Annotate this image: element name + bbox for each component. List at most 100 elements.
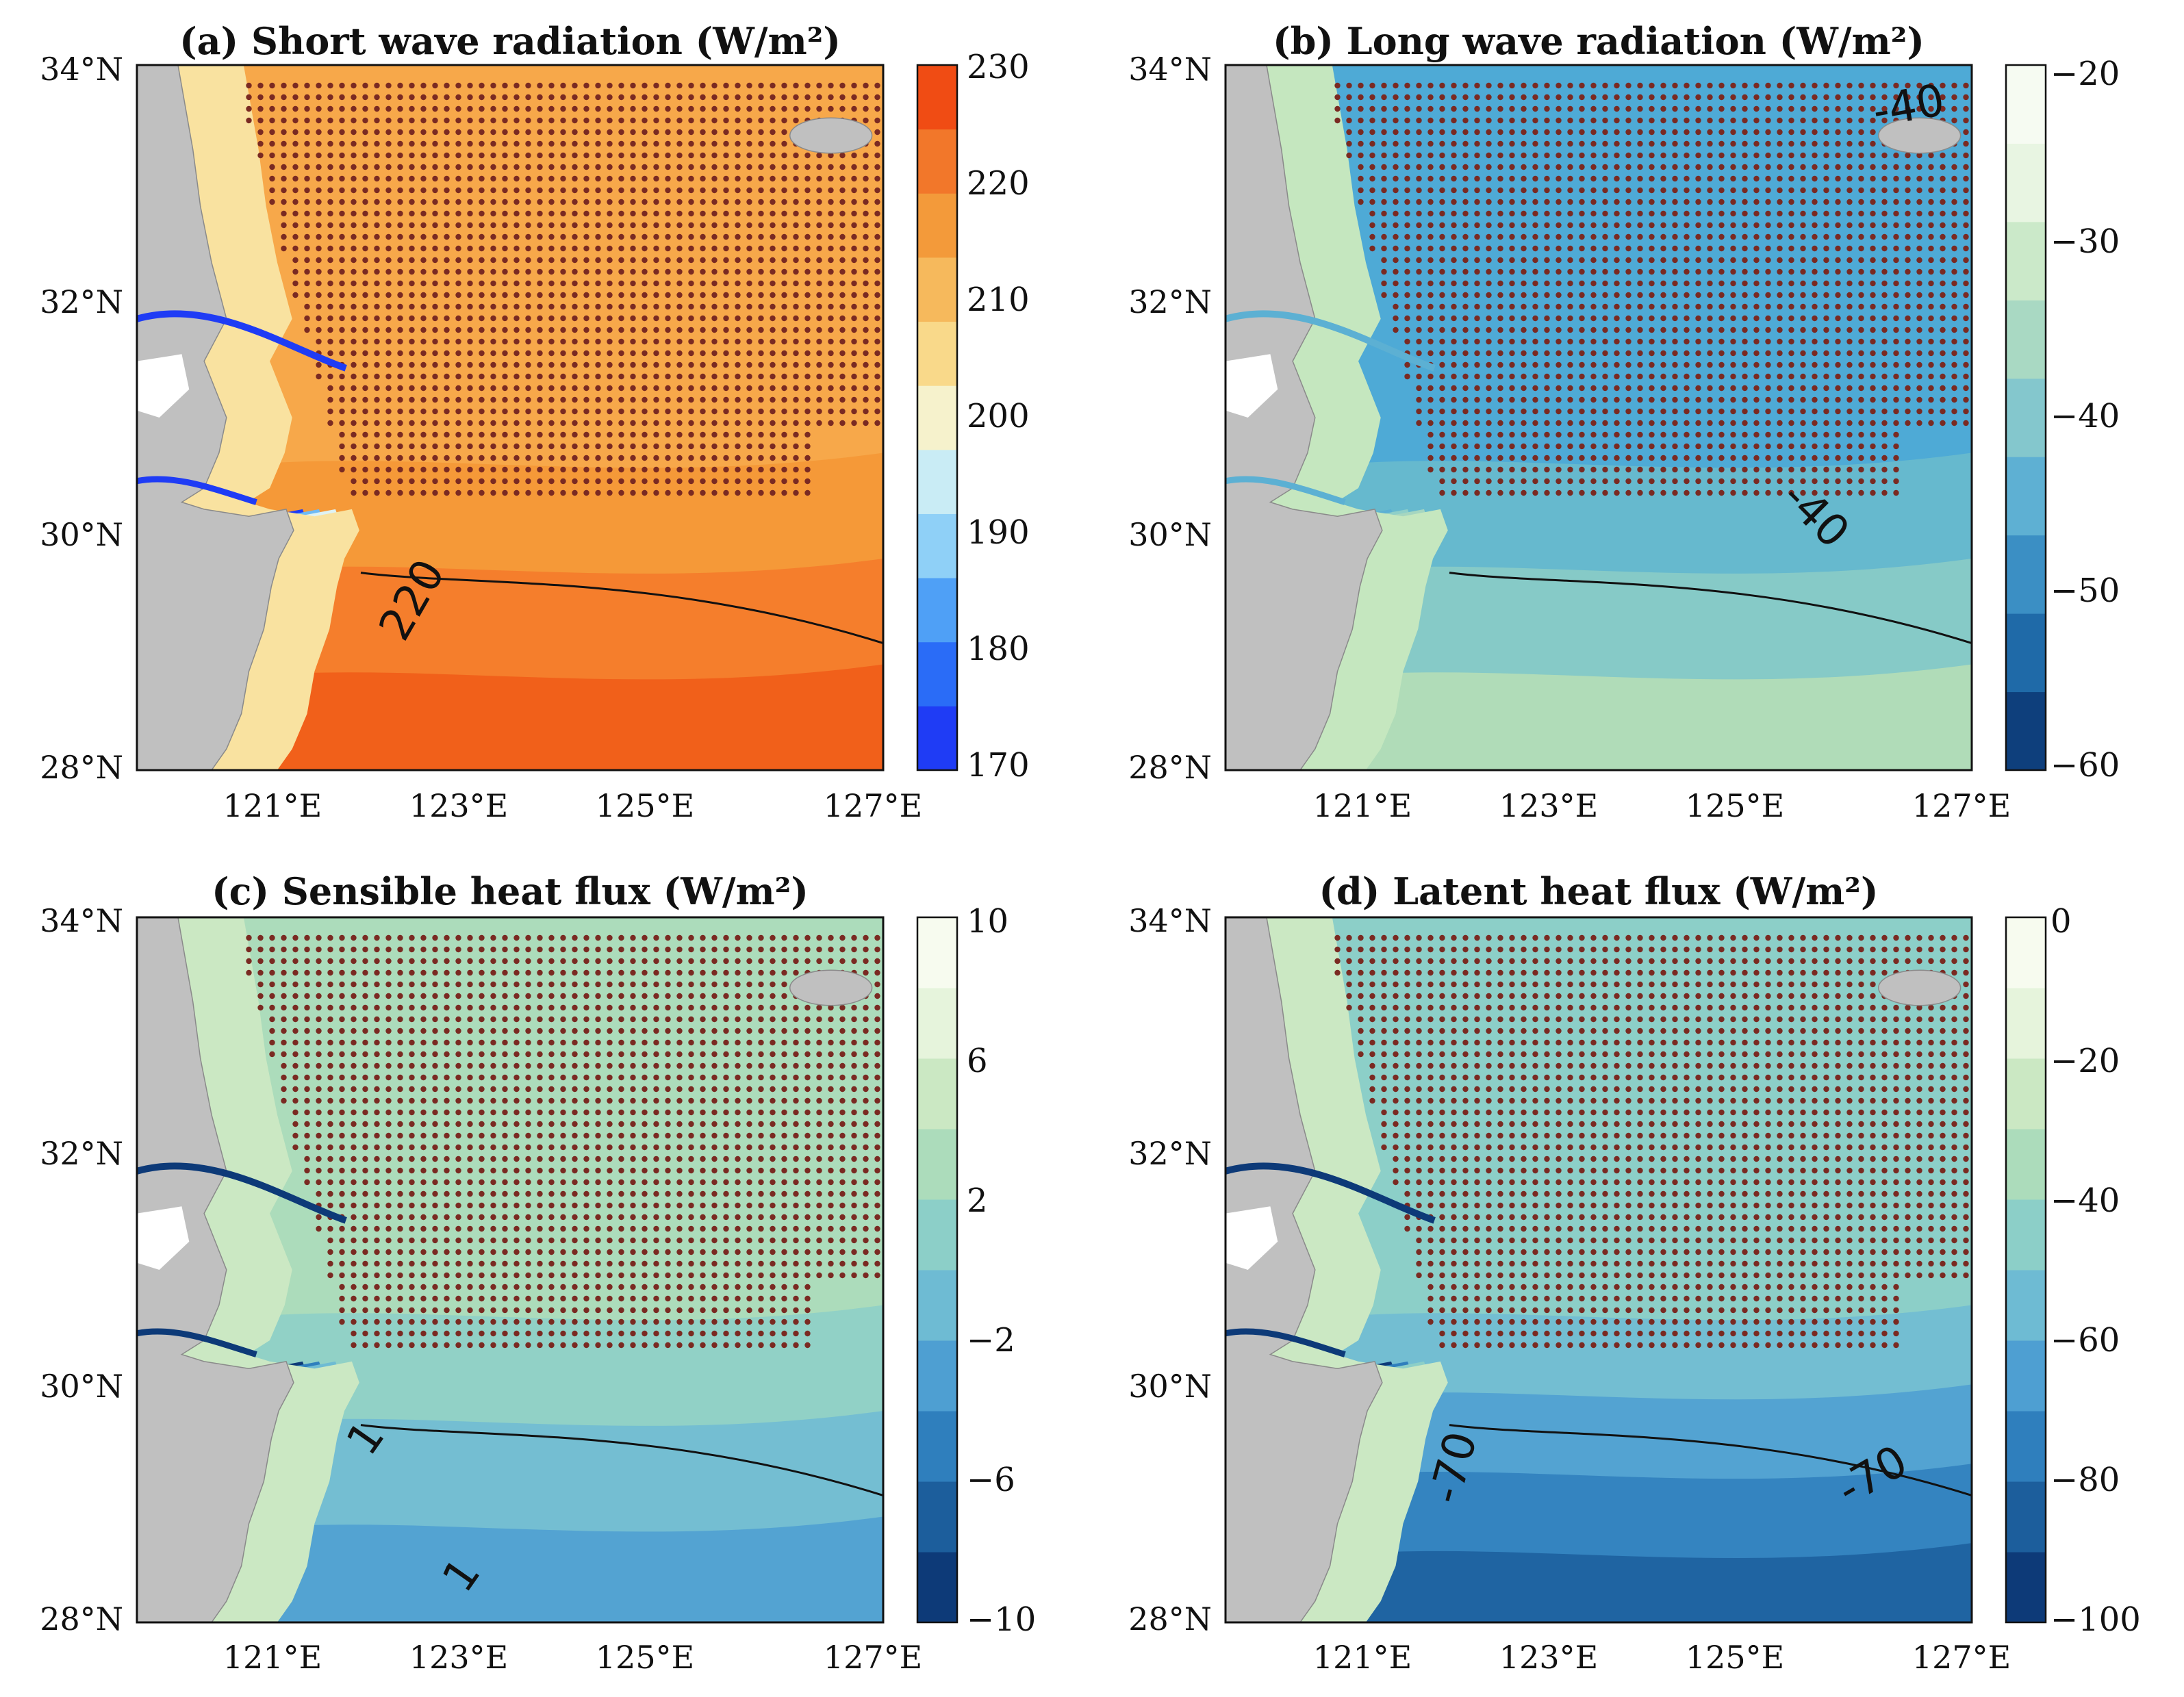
dot — [723, 140, 729, 147]
dot — [1742, 233, 1748, 240]
dot — [374, 478, 380, 485]
dot — [397, 1202, 403, 1209]
dot — [595, 1074, 601, 1081]
dot — [1544, 94, 1550, 101]
dot — [420, 385, 427, 392]
dot — [316, 140, 322, 147]
dot — [630, 199, 636, 205]
dot — [490, 105, 496, 112]
dot — [572, 396, 578, 403]
dot — [374, 466, 380, 473]
dot — [1660, 245, 1666, 252]
dot — [467, 420, 473, 426]
dot — [537, 164, 543, 170]
dot — [758, 1132, 764, 1139]
dot — [327, 958, 333, 965]
dot — [595, 1039, 601, 1046]
dot — [513, 199, 520, 205]
dot — [758, 187, 764, 194]
dot — [676, 946, 683, 953]
dot — [688, 385, 694, 392]
dot — [1707, 164, 1713, 170]
dot — [455, 1109, 461, 1116]
dot — [490, 1074, 496, 1081]
dot — [653, 129, 659, 136]
dot — [1823, 396, 1829, 403]
dot — [1916, 152, 1922, 159]
dot — [1544, 292, 1550, 298]
dot — [1614, 420, 1620, 426]
dot — [513, 187, 520, 194]
dot — [1521, 105, 1527, 112]
dot — [1509, 222, 1515, 229]
dot — [1556, 455, 1562, 461]
dot — [1835, 385, 1841, 392]
dot — [1451, 408, 1457, 415]
dot — [700, 105, 706, 112]
dot — [653, 140, 659, 147]
dot — [397, 1039, 403, 1046]
dot — [1858, 280, 1864, 287]
dot — [1893, 245, 1899, 252]
dot — [560, 443, 566, 450]
dot — [642, 140, 648, 147]
dot — [676, 1004, 683, 1011]
dot — [839, 327, 846, 333]
dot — [374, 420, 380, 426]
dot — [839, 257, 846, 264]
dot — [560, 1121, 566, 1127]
dot — [1602, 140, 1608, 147]
dot — [467, 117, 473, 124]
dot — [746, 420, 752, 426]
dot — [1718, 315, 1725, 322]
dot — [432, 373, 438, 380]
dot — [455, 443, 461, 450]
dot — [700, 1051, 706, 1058]
dot — [1497, 466, 1503, 473]
dot — [711, 1028, 718, 1034]
dot — [257, 993, 264, 999]
dot — [1509, 373, 1515, 380]
dot — [688, 1039, 694, 1046]
dot — [804, 1062, 811, 1069]
dot — [537, 1062, 543, 1069]
dot — [351, 361, 357, 368]
dot — [828, 1225, 834, 1232]
dot — [513, 257, 520, 264]
dot — [758, 292, 764, 298]
dot — [595, 315, 601, 322]
dot — [1812, 129, 1818, 136]
dot — [444, 361, 450, 368]
dot — [711, 292, 718, 298]
dot — [432, 1132, 438, 1139]
dot — [595, 1190, 601, 1197]
dot — [339, 350, 345, 357]
dot — [770, 327, 776, 333]
dot — [676, 105, 683, 112]
dot — [572, 1225, 578, 1232]
dot — [723, 210, 729, 217]
dot — [607, 222, 613, 229]
dot — [432, 1028, 438, 1034]
dot — [560, 396, 566, 403]
dot — [455, 280, 461, 287]
dot — [1812, 175, 1818, 182]
dot — [1788, 338, 1794, 345]
dot — [572, 993, 578, 999]
dot — [863, 1004, 869, 1011]
dot — [1404, 222, 1410, 229]
dot — [351, 175, 357, 182]
dot — [1846, 361, 1853, 368]
dot — [490, 82, 496, 89]
dot — [700, 233, 706, 240]
dot — [385, 280, 392, 287]
dot — [479, 478, 485, 485]
dot — [1369, 94, 1375, 101]
dot — [1835, 105, 1841, 112]
dot — [1462, 280, 1469, 287]
dot — [723, 1086, 729, 1093]
dot — [397, 1109, 403, 1116]
dot — [467, 1086, 473, 1093]
dot — [1439, 82, 1445, 89]
dot — [560, 1097, 566, 1104]
